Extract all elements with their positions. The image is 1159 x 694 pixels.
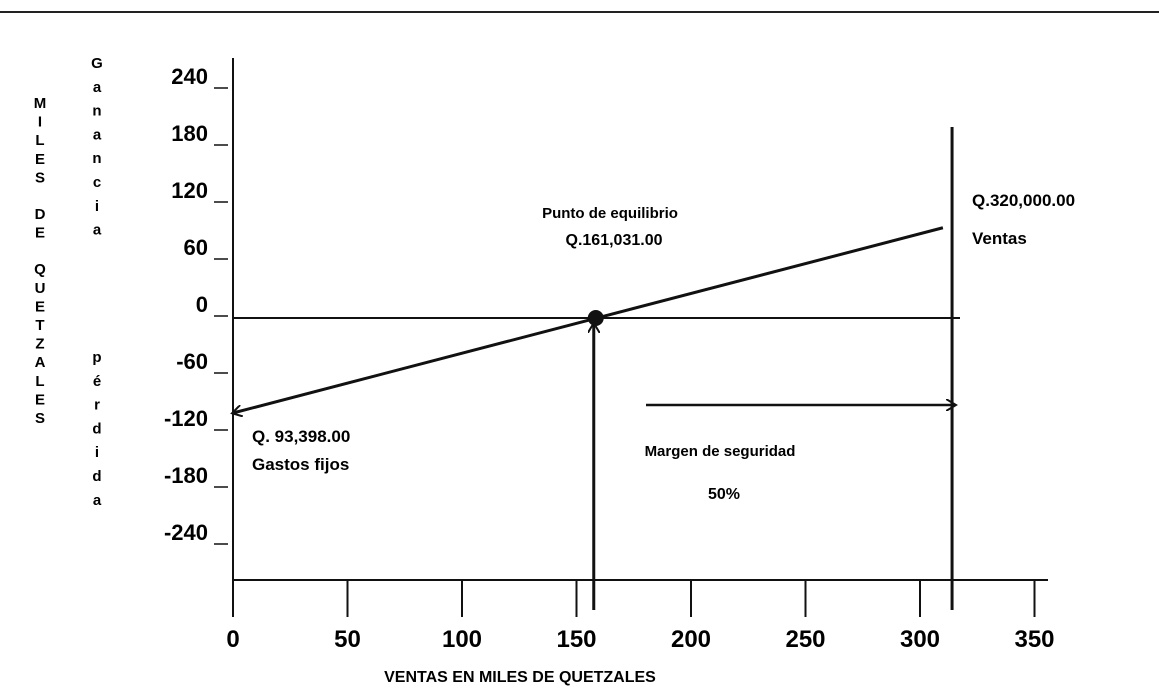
x-tick-label: 50 bbox=[334, 626, 361, 653]
y-tick-label: 0 bbox=[196, 292, 208, 317]
y-label-inner-letter: c bbox=[93, 174, 101, 191]
y-label-inner-letter: i bbox=[95, 444, 99, 461]
sales-value: Q.320,000.00 bbox=[972, 191, 1075, 210]
y-label-outer-letter: E bbox=[35, 298, 45, 315]
fixed-costs-value: Q. 93,398.00 bbox=[252, 427, 350, 446]
x-tick-label: 250 bbox=[785, 626, 825, 653]
y-label-inner-letter: n bbox=[92, 103, 101, 120]
y-label-outer-letter: I bbox=[38, 114, 42, 131]
y-tick-label: 240 bbox=[171, 64, 208, 89]
margin-value: 50% bbox=[708, 486, 740, 503]
axes: 0 50 100 150 200 250 300 350 240 180 120 60 0 -60 -120… bbox=[164, 58, 1055, 653]
break-even-title: Punto de equilibrio bbox=[542, 205, 678, 222]
x-tick-label: 350 bbox=[1014, 626, 1054, 653]
y-label-inner-letter: r bbox=[94, 397, 100, 414]
y-label-inner-letter: é bbox=[93, 373, 101, 390]
break-even-point bbox=[587, 310, 604, 326]
chart-marks bbox=[233, 127, 960, 610]
margin-label: Margen de seguridad bbox=[645, 443, 796, 460]
y-label-outer-letter: L bbox=[35, 373, 44, 390]
y-label-outer-letter: D bbox=[35, 206, 46, 223]
y-tick-label: -240 bbox=[164, 520, 208, 545]
y-label-inner-letter: a bbox=[93, 126, 102, 143]
x-axis-label: VENTAS EN MILES DE QUETZALES bbox=[384, 669, 656, 686]
y-label-inner-letter: d bbox=[92, 468, 101, 485]
y-tick-label: -120 bbox=[164, 406, 208, 431]
y-label-outer-letter: M bbox=[34, 95, 47, 112]
y-label-inner-letter: n bbox=[92, 150, 101, 167]
y-label-outer-letter: E bbox=[35, 391, 45, 408]
y-label-inner-letter: d bbox=[92, 420, 101, 437]
y-label-inner-letter: a bbox=[93, 222, 102, 239]
y-label-inner-letter: a bbox=[93, 492, 102, 509]
x-tick-label: 300 bbox=[900, 626, 940, 653]
x-tick-label: 0 bbox=[226, 626, 239, 653]
y-label-inner-letter: G bbox=[91, 55, 103, 72]
y-tick-label: -180 bbox=[164, 463, 208, 488]
y-tick-label: -60 bbox=[176, 349, 208, 374]
y-label-outer-letter: Z bbox=[35, 336, 44, 353]
x-tick-label: 150 bbox=[556, 626, 596, 653]
y-label-outer-letter: T bbox=[35, 317, 44, 334]
x-tick-label: 100 bbox=[442, 626, 482, 653]
x-tick-label: 200 bbox=[671, 626, 711, 653]
y-label-outer-letter: E bbox=[35, 151, 45, 168]
y-tick-label: 180 bbox=[171, 121, 208, 146]
annotation-labels: Punto de equilibrio Q.161,031.00 Q.320,000… bbox=[252, 191, 1075, 503]
sales-label: Ventas bbox=[972, 229, 1027, 248]
y-label-outer-letter: A bbox=[35, 354, 46, 371]
y-label-outer-letter: S bbox=[35, 410, 45, 427]
sales-line bbox=[233, 226, 944, 413]
y-tick-label: 120 bbox=[171, 178, 208, 203]
y-label-inner-letter: a bbox=[93, 79, 102, 96]
fixed-costs-label: Gastos fijos bbox=[252, 455, 349, 474]
y-label-outer-letter: U bbox=[35, 280, 46, 297]
y-label-inner-letter: p bbox=[92, 349, 101, 366]
y-label-outer-letter: L bbox=[35, 132, 44, 149]
y-label-outer-letter: E bbox=[35, 225, 45, 242]
break-even-value: Q.161,031.00 bbox=[566, 232, 663, 249]
y-label-inner-letter: i bbox=[95, 198, 99, 215]
y-tick-label: 60 bbox=[184, 235, 208, 260]
y-label-outer-letter: Q bbox=[34, 261, 46, 278]
y-label-outer-letter: S bbox=[35, 169, 45, 186]
